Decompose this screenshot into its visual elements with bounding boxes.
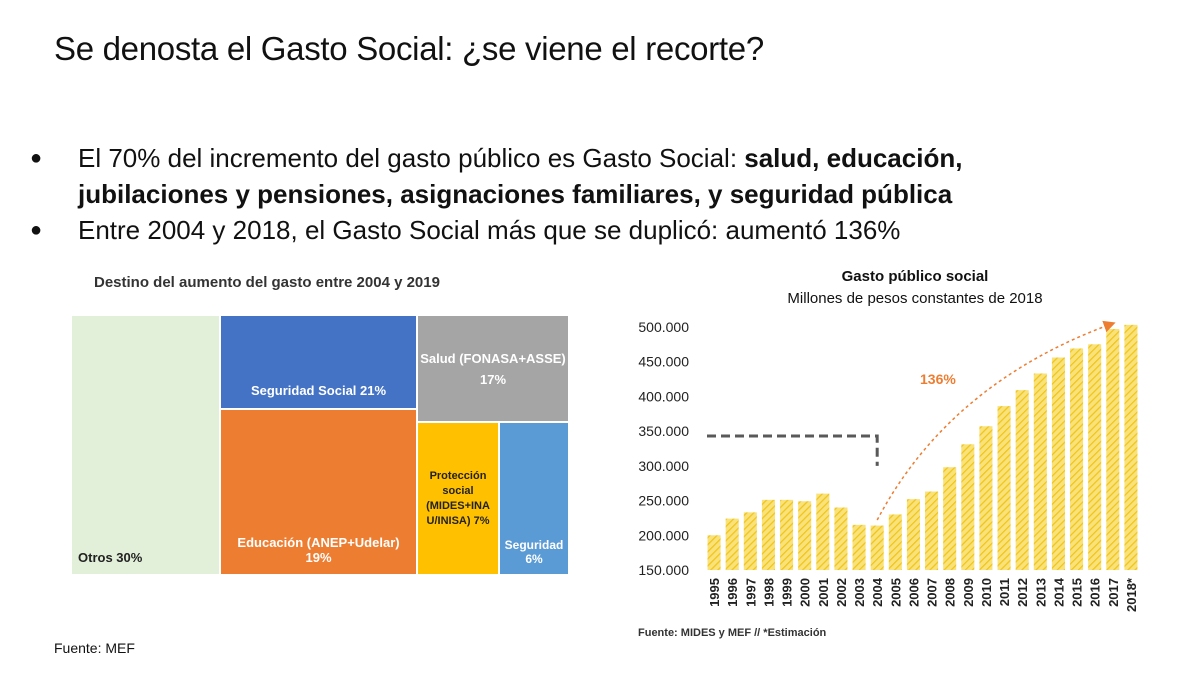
- x-tick-label: 2015: [1070, 578, 1085, 607]
- bar-chart-title: Gasto público social: [841, 268, 989, 285]
- bullet-text: Entre 2004 y 2018, el Gasto Social más q…: [78, 215, 901, 245]
- source-note: Fuente: MEF: [54, 640, 135, 656]
- bar: [816, 493, 830, 570]
- bar: [1088, 344, 1102, 570]
- bar: [870, 525, 884, 570]
- x-tick-label: 2004: [870, 577, 885, 607]
- y-tick-label: 150.000: [638, 562, 689, 578]
- bullet-bold-text: salud, educación,: [744, 143, 963, 173]
- y-tick-label: 350.000: [638, 423, 689, 439]
- treemap-cell-otros: Otros 30%: [72, 316, 219, 574]
- x-tick-label: 2005: [888, 578, 903, 607]
- bar: [997, 406, 1011, 570]
- bar: [798, 501, 812, 570]
- bullet-text: El 70% del incremento del gasto público …: [78, 140, 962, 212]
- bar: [780, 499, 794, 570]
- treemap-label: Seguridad Social 21%: [250, 383, 387, 398]
- x-tick-label: 1995: [707, 578, 722, 607]
- x-tick-label: 1996: [725, 578, 740, 607]
- x-tick-label: 2011: [997, 578, 1012, 606]
- bar: [1033, 373, 1047, 570]
- growth-label: 136%: [920, 371, 956, 387]
- bar: [888, 514, 902, 570]
- y-tick-label: 300.000: [638, 458, 689, 474]
- bar: [979, 426, 993, 570]
- x-tick-label: 2010: [979, 578, 994, 607]
- x-tick-label: 2008: [943, 578, 958, 607]
- bullet-bold-text: jubilaciones y pensiones, asignaciones f…: [78, 179, 953, 209]
- x-tick-label: 2018*: [1124, 577, 1139, 612]
- x-tick-label: 2003: [852, 578, 867, 607]
- y-tick-label: 450.000: [638, 354, 689, 370]
- treemap-label: Otros 30%: [78, 550, 143, 565]
- x-tick-label: 2009: [961, 578, 976, 607]
- treemap-title: Destino del aumento del gasto entre 2004…: [94, 274, 440, 291]
- treemap-cell-proteccion-social: Protección social (MIDES+INA U/INISA) 7%: [418, 423, 498, 574]
- bar: [1106, 329, 1120, 570]
- treemap-cell-seguridad: Seguridad 6%: [500, 423, 568, 574]
- bullet-item: ● Entre 2004 y 2018, el Gasto Social más…: [30, 212, 1180, 248]
- x-tick-label: 1999: [780, 578, 795, 607]
- treemap-label: Educación (ANEP+Udelar): [237, 535, 400, 550]
- x-tick-label: 2007: [925, 578, 940, 607]
- y-tick-label: 500.000: [638, 319, 689, 335]
- x-tick-label: 2017: [1106, 578, 1121, 607]
- treemap-label: Salud (FONASA+ASSE): [420, 350, 566, 366]
- reference-line: [707, 434, 879, 466]
- treemap-label: (MIDES+INA: [426, 499, 490, 512]
- bar: [1051, 357, 1065, 570]
- x-tick-label: 2016: [1088, 578, 1103, 607]
- bullet-normal-text: El 70% del incremento del gasto público …: [78, 143, 745, 173]
- treemap-cell-educacion: Educación (ANEP+Udelar) 19%: [221, 410, 416, 574]
- bullet-item: ● El 70% del incremento del gasto públic…: [30, 140, 1180, 212]
- bar: [1124, 324, 1138, 570]
- x-tick-label: 1998: [761, 578, 776, 607]
- treemap-label: social: [442, 484, 474, 497]
- bullet-list: ● El 70% del incremento del gasto públic…: [30, 140, 1180, 248]
- treemap-label: 6%: [525, 552, 543, 566]
- bar-chart-subtitle: Millones de pesos constantes de 2018: [787, 290, 1043, 307]
- treemap-label: 17%: [479, 371, 507, 387]
- bar: [725, 518, 739, 570]
- treemap-cell-seguridad-social: Seguridad Social 21%: [221, 316, 416, 408]
- bar: [707, 535, 721, 570]
- bar: [761, 499, 775, 570]
- treemap-label: Protección: [429, 469, 487, 482]
- bar: [743, 512, 757, 570]
- bar: [906, 499, 920, 570]
- x-tick-label: 2001: [816, 578, 831, 607]
- x-tick-label: 2002: [834, 578, 849, 607]
- bar: [1015, 390, 1029, 570]
- bar: [852, 524, 866, 570]
- x-tick-label: 2012: [1015, 578, 1030, 607]
- treemap-label: Seguridad: [504, 538, 564, 552]
- x-tick-label: 2006: [906, 578, 921, 607]
- bullet-dot-icon: ●: [30, 147, 43, 169]
- bar: [961, 444, 975, 570]
- slide-title: Se denosta el Gasto Social: ¿se viene el…: [54, 30, 764, 67]
- y-tick-label: 400.000: [638, 388, 689, 404]
- treemap-label: 19%: [305, 550, 332, 565]
- bar: [1070, 348, 1084, 570]
- treemap-cell-salud: Salud (FONASA+ASSE) 17%: [418, 316, 568, 421]
- bar-chart-source: Fuente: MIDES y MEF // *Estimación: [638, 627, 827, 639]
- x-tick-label: 1997: [743, 578, 758, 607]
- bar: [925, 491, 939, 570]
- x-tick-label: 2014: [1051, 577, 1066, 607]
- y-tick-label: 250.000: [638, 493, 689, 509]
- y-tick-label: 200.000: [638, 527, 689, 543]
- bullet-dot-icon: ●: [30, 219, 43, 241]
- x-tick-label: 2013: [1033, 578, 1048, 607]
- bar: [834, 507, 848, 570]
- x-tick-label: 2000: [798, 578, 813, 607]
- treemap-label: U/INISA) 7%: [426, 514, 490, 527]
- bar: [943, 467, 957, 570]
- growth-arrow: [876, 320, 1116, 521]
